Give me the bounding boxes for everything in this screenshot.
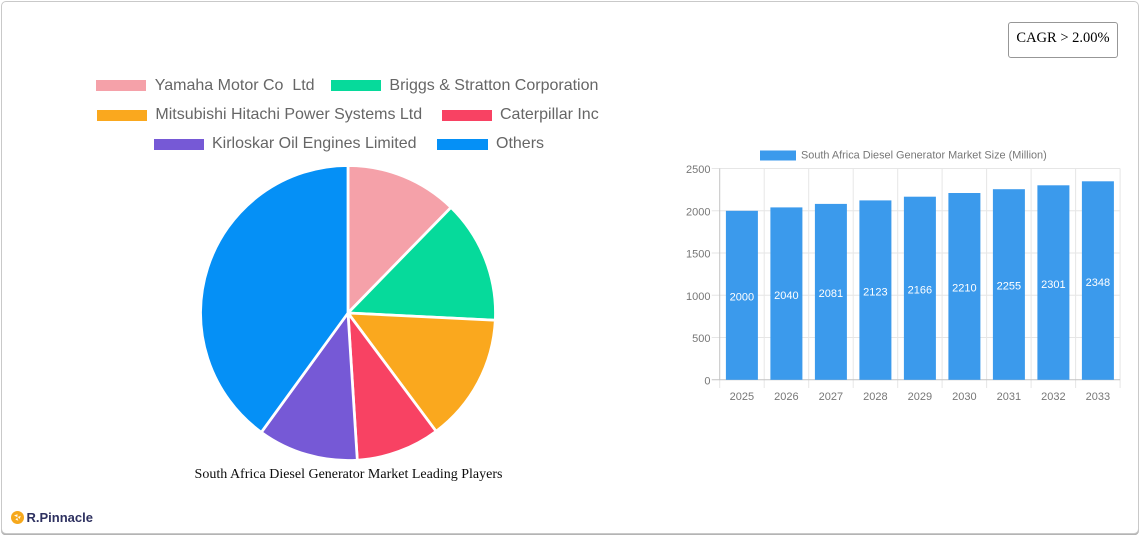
svg-text:2000: 2000: [730, 292, 754, 304]
svg-text:2027: 2027: [819, 391, 843, 403]
svg-text:2033: 2033: [1086, 391, 1110, 403]
svg-text:2500: 2500: [686, 164, 710, 176]
svg-text:2029: 2029: [908, 391, 932, 403]
svg-text:2025: 2025: [730, 391, 754, 403]
svg-text:2031: 2031: [997, 391, 1021, 403]
svg-text:2081: 2081: [819, 288, 843, 300]
svg-text:2030: 2030: [952, 391, 976, 403]
svg-text:2000: 2000: [686, 206, 710, 218]
svg-text:500: 500: [692, 333, 710, 345]
svg-text:2166: 2166: [908, 285, 932, 297]
svg-text:2255: 2255: [997, 281, 1021, 293]
svg-text:2210: 2210: [952, 283, 976, 295]
svg-text:2032: 2032: [1041, 391, 1065, 403]
svg-text:2026: 2026: [774, 391, 798, 403]
svg-text:2040: 2040: [774, 290, 798, 302]
svg-text:2301: 2301: [1041, 279, 1065, 291]
svg-text:1000: 1000: [686, 291, 710, 303]
svg-text:2123: 2123: [863, 286, 887, 298]
svg-text:0: 0: [704, 375, 710, 387]
svg-text:South Africa Diesel Generator: South Africa Diesel Generator Market Siz…: [801, 150, 1047, 162]
svg-text:2028: 2028: [863, 391, 887, 403]
svg-text:2348: 2348: [1086, 277, 1110, 289]
svg-text:1500: 1500: [686, 249, 710, 261]
